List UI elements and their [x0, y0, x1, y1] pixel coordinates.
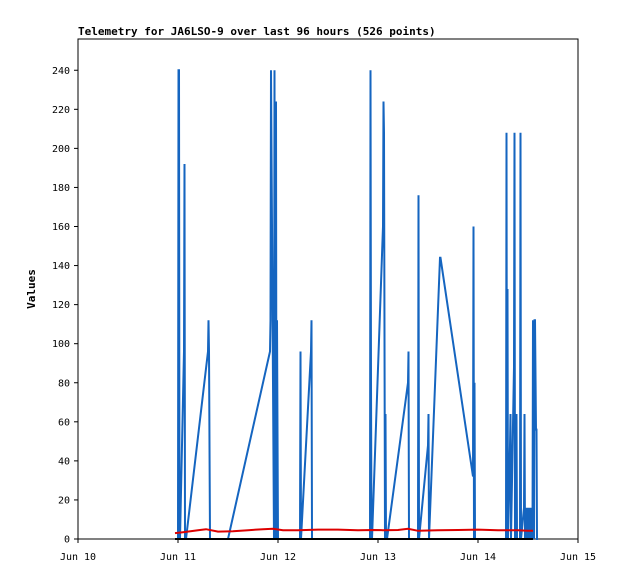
- y-tick-label: 80: [58, 378, 70, 389]
- x-tick-label: Jun 15: [560, 552, 596, 563]
- y-tick-label: 200: [52, 144, 70, 155]
- y-tick-label: 100: [52, 339, 70, 350]
- y-tick-label: 240: [52, 66, 70, 77]
- x-tick-label: Jun 13: [360, 552, 396, 563]
- x-tick-label: Jun 12: [260, 552, 296, 563]
- chart-title: Telemetry for JA6LSO-9 over last 96 hour…: [78, 25, 436, 38]
- series-line-red: [174, 527, 533, 535]
- y-tick-label: 0: [64, 535, 70, 546]
- y-axis: 0 20 40 60 80 100 120 140 160 180 200 220 240: [52, 66, 78, 546]
- x-tick-label: Jun 10: [60, 552, 96, 563]
- y-tick-label: 180: [52, 183, 70, 194]
- y-tick-label: 60: [58, 417, 70, 428]
- y-tick-label: 120: [52, 300, 70, 311]
- y-tick-label: 20: [58, 495, 70, 506]
- y-tick-label: 40: [58, 456, 70, 467]
- plot-area-frame: [77, 38, 579, 540]
- x-tick-label: Jun 14: [460, 552, 496, 563]
- y-tick-label: 220: [52, 105, 70, 116]
- y-axis-label: Values: [25, 269, 38, 309]
- x-axis: Jun 10 Jun 11 Jun 12 Jun 13 Jun 14 Jun 15: [60, 539, 596, 563]
- series-layer: [174, 69, 538, 540]
- series-line-blue: [177, 69, 538, 540]
- x-tick-label: Jun 11: [160, 552, 196, 563]
- y-tick-label: 160: [52, 222, 70, 233]
- y-tick-label: 140: [52, 261, 70, 272]
